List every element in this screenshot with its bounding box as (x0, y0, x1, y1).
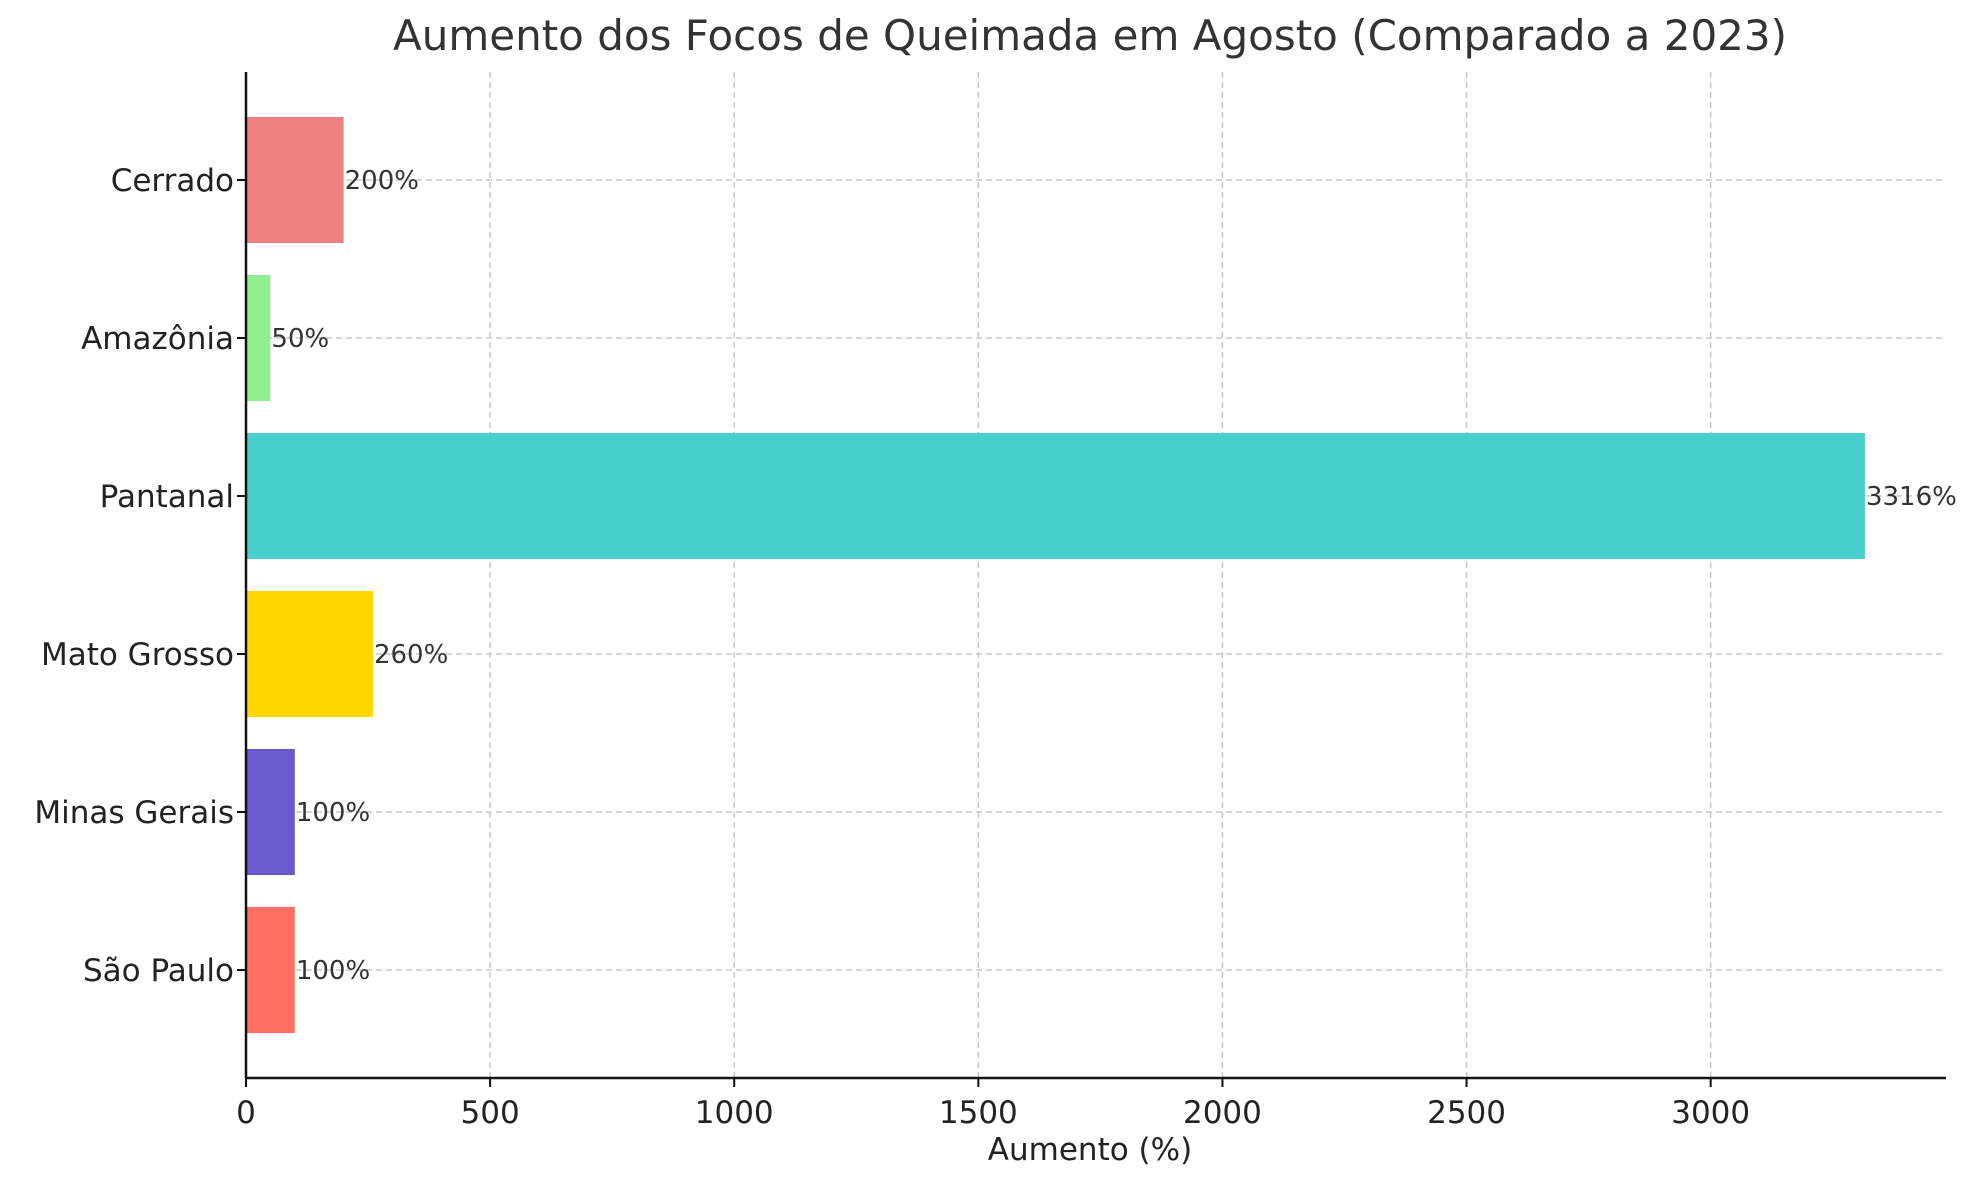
bar-value-label: 50% (271, 324, 329, 354)
x-tick-label: 2500 (1427, 1095, 1506, 1131)
bars (246, 117, 1865, 1033)
x-tick-label: 1000 (695, 1095, 774, 1131)
x-tick-label: 1500 (939, 1095, 1018, 1131)
bar-value-label: 100% (296, 956, 370, 986)
bar (246, 117, 344, 243)
x-axis-label: Aumento (%) (988, 1132, 1192, 1168)
bar-value-label: 100% (296, 798, 370, 828)
x-tick-label: 3000 (1671, 1095, 1750, 1131)
y-tick-label: Amazônia (81, 321, 234, 357)
y-tick-label: Mato Grosso (41, 637, 234, 673)
chart-title: Aumento dos Focos de Queimada em Agosto … (393, 11, 1787, 60)
y-tick-label: São Paulo (83, 953, 234, 989)
bar-value-label: 3316% (1866, 482, 1957, 512)
grid-lines (246, 72, 1946, 1078)
y-tick-label: Pantanal (100, 479, 234, 515)
bar (246, 275, 271, 401)
x-tick-label: 2000 (1183, 1095, 1262, 1131)
bar (246, 907, 295, 1033)
bar (246, 749, 295, 875)
bar (246, 433, 1865, 559)
x-tick-label: 500 (461, 1095, 520, 1131)
data-labels: 200% 50% 3316% 260% 100% 100% (271, 166, 1956, 986)
bar-value-label: 260% (374, 640, 448, 670)
bar-value-label: 200% (345, 166, 419, 196)
x-tick-label: 0 (236, 1095, 256, 1131)
axes: Cerrado Amazônia Pantanal Mato Grosso Minas … (34, 72, 1946, 1131)
y-tick-label: Cerrado (111, 163, 234, 199)
y-tick-label: Minas Gerais (34, 795, 234, 831)
bar (246, 591, 373, 717)
